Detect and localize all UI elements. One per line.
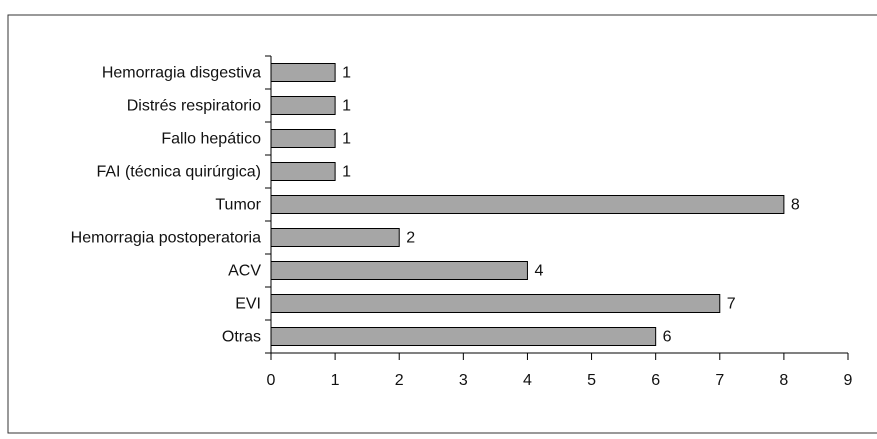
- y-tick-label: Hemorragia postoperatoria: [71, 230, 261, 247]
- x-tick-label: 4: [523, 372, 532, 389]
- y-tick-label: Distrés respiratorio: [127, 98, 261, 115]
- bar: [270, 261, 528, 280]
- bar: [270, 96, 336, 115]
- bar: [270, 228, 400, 247]
- value-label: 1: [342, 98, 351, 115]
- x-tick-label: 2: [395, 372, 404, 389]
- x-tick-label: 1: [331, 372, 340, 389]
- bar: [270, 129, 336, 148]
- bar: [270, 327, 657, 346]
- y-tick-label: FAI (técnica quirúrgica): [96, 164, 261, 181]
- x-tick-label: 7: [715, 372, 724, 389]
- x-tick-label: 5: [587, 372, 596, 389]
- y-tick-label: Tumor: [215, 197, 261, 214]
- value-label: 1: [342, 131, 351, 148]
- value-label: 1: [342, 65, 351, 82]
- y-tick-label: EVI: [235, 296, 261, 313]
- y-tick-label: ACV: [228, 263, 261, 280]
- value-label: 2: [406, 230, 415, 247]
- x-tick-label: 9: [844, 372, 853, 389]
- value-label: 7: [727, 296, 736, 313]
- bar: [270, 63, 336, 82]
- x-tick-label: 6: [651, 372, 660, 389]
- y-tick-label: Fallo hepático: [161, 131, 261, 148]
- bar: [270, 195, 785, 214]
- value-label: 4: [534, 263, 543, 280]
- bar: [270, 162, 336, 181]
- frame: [7, 14, 877, 434]
- x-tick-label: 8: [779, 372, 788, 389]
- bar: [270, 294, 721, 313]
- y-tick-label: Otras: [222, 329, 261, 346]
- x-tick-label: 3: [459, 372, 468, 389]
- value-label: 6: [663, 329, 672, 346]
- value-label: 1: [342, 164, 351, 181]
- y-tick-label: Hemorragia disgestiva: [102, 65, 261, 82]
- x-tick-label: 0: [267, 372, 276, 389]
- value-label: 8: [791, 197, 800, 214]
